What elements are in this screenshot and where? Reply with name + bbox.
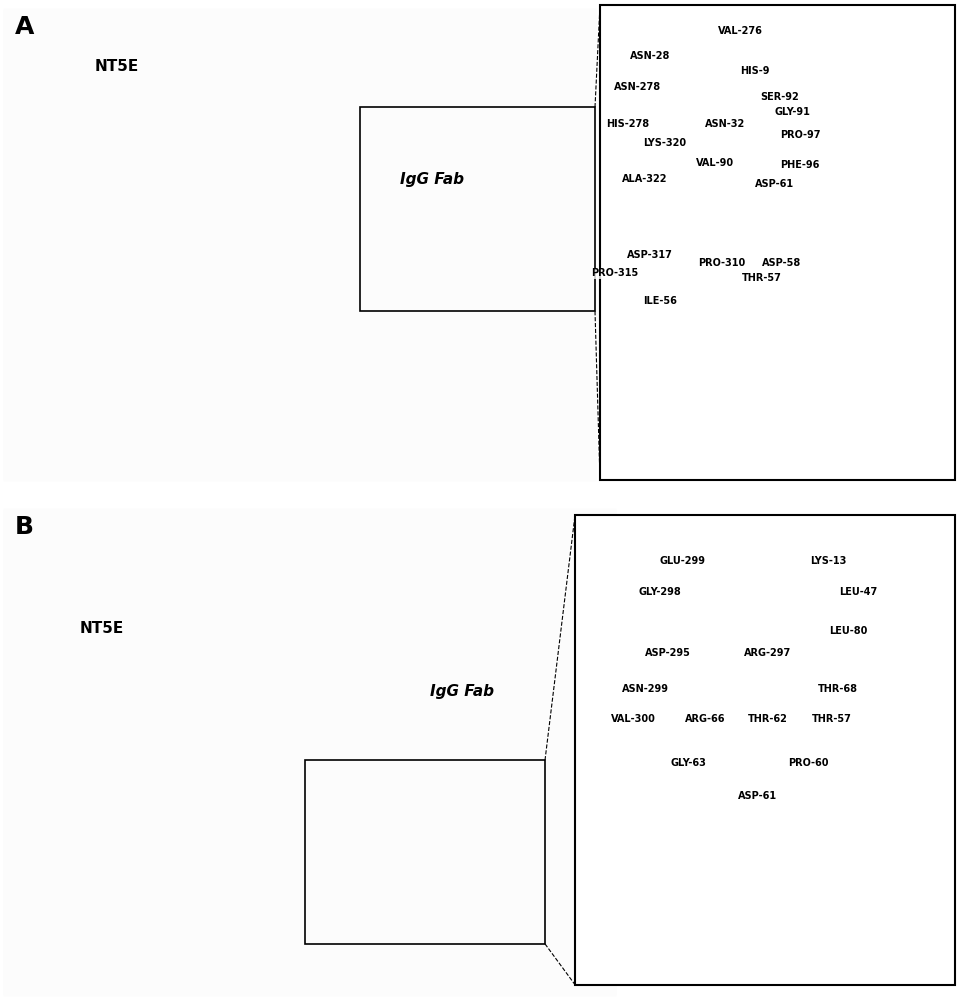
Text: THR-57: THR-57 [812,714,852,724]
Text: ASP-295: ASP-295 [645,648,691,658]
Text: PRO-60: PRO-60 [788,758,828,768]
Text: THR-57: THR-57 [742,273,782,283]
Text: IgG Fab: IgG Fab [430,684,494,699]
Text: ASP-317: ASP-317 [628,250,673,260]
Text: ASN-28: ASN-28 [629,51,670,61]
Text: PRO-97: PRO-97 [779,130,821,140]
Text: NT5E: NT5E [80,621,124,636]
Text: B: B [15,515,34,539]
Text: LEU-47: LEU-47 [839,587,877,597]
Text: PHE-96: PHE-96 [780,160,820,170]
Text: ILE-56: ILE-56 [643,296,677,306]
Text: ASN-32: ASN-32 [704,119,745,129]
Text: GLY-91: GLY-91 [774,107,810,117]
Text: LYS-320: LYS-320 [644,138,686,148]
Bar [600,5,955,480]
Text: NT5E: NT5E [95,59,139,74]
Text: GLY-63: GLY-63 [670,758,706,768]
Text: A: A [15,15,35,39]
Bar [575,515,955,985]
Text: VAL-276: VAL-276 [718,26,762,36]
Text: THR-62: THR-62 [748,714,788,724]
Text: PRO-315: PRO-315 [591,268,639,278]
Text: VAL-90: VAL-90 [696,158,734,168]
Text: LEU-80: LEU-80 [828,626,867,636]
Text: ASN-278: ASN-278 [614,82,661,92]
Text: HIS-278: HIS-278 [606,119,650,129]
Text: GLU-299: GLU-299 [659,556,705,566]
Text: ALA-322: ALA-322 [623,174,668,184]
Text: ASP-61: ASP-61 [738,791,777,801]
Text: SER-92: SER-92 [760,92,800,102]
Text: ARG-297: ARG-297 [745,648,792,658]
Text: PRO-310: PRO-310 [699,258,746,268]
Text: LYS-13: LYS-13 [810,556,847,566]
Text: ASP-61: ASP-61 [755,179,795,189]
Text: IgG Fab: IgG Fab [400,172,464,187]
Text: ASP-58: ASP-58 [762,258,801,268]
Text: ASN-299: ASN-299 [622,684,669,694]
Text: THR-68: THR-68 [818,684,858,694]
Bar [360,107,595,311]
FancyBboxPatch shape [3,8,597,482]
Text: VAL-300: VAL-300 [610,714,655,724]
Text: GLY-298: GLY-298 [639,587,681,597]
Text: HIS-9: HIS-9 [740,66,770,76]
Text: ARG-66: ARG-66 [685,714,726,724]
Bar [305,760,545,944]
FancyBboxPatch shape [3,508,617,997]
